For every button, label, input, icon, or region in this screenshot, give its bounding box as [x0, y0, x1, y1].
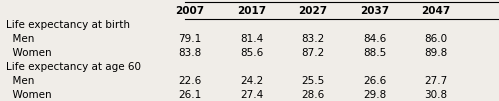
Text: 26.6: 26.6	[363, 76, 386, 86]
Text: Life expectancy at age 60: Life expectancy at age 60	[6, 62, 141, 72]
Text: Women: Women	[6, 48, 52, 58]
Text: Women: Women	[6, 90, 52, 100]
Text: 81.4: 81.4	[240, 34, 263, 44]
Text: 2047: 2047	[422, 6, 451, 16]
Text: 22.6: 22.6	[178, 76, 202, 86]
Text: 27.7: 27.7	[425, 76, 448, 86]
Text: 87.2: 87.2	[301, 48, 325, 58]
Text: 83.8: 83.8	[178, 48, 202, 58]
Text: 29.8: 29.8	[363, 90, 386, 100]
Text: 84.6: 84.6	[363, 34, 386, 44]
Text: 25.5: 25.5	[301, 76, 325, 86]
Text: 2027: 2027	[298, 6, 327, 16]
Text: 27.4: 27.4	[240, 90, 263, 100]
Text: 89.8: 89.8	[425, 48, 448, 58]
Text: 28.6: 28.6	[301, 90, 325, 100]
Text: 2007: 2007	[175, 6, 205, 16]
Text: 85.6: 85.6	[240, 48, 263, 58]
Text: 2037: 2037	[360, 6, 389, 16]
Text: 86.0: 86.0	[425, 34, 448, 44]
Text: Men: Men	[6, 76, 35, 86]
Text: 30.8: 30.8	[425, 90, 448, 100]
Text: Life expectancy at birth: Life expectancy at birth	[6, 20, 130, 30]
Text: 26.1: 26.1	[178, 90, 202, 100]
Text: 79.1: 79.1	[178, 34, 202, 44]
Text: 2017: 2017	[237, 6, 266, 16]
Text: Men: Men	[6, 34, 35, 44]
Text: 24.2: 24.2	[240, 76, 263, 86]
Text: 83.2: 83.2	[301, 34, 325, 44]
Text: 88.5: 88.5	[363, 48, 386, 58]
